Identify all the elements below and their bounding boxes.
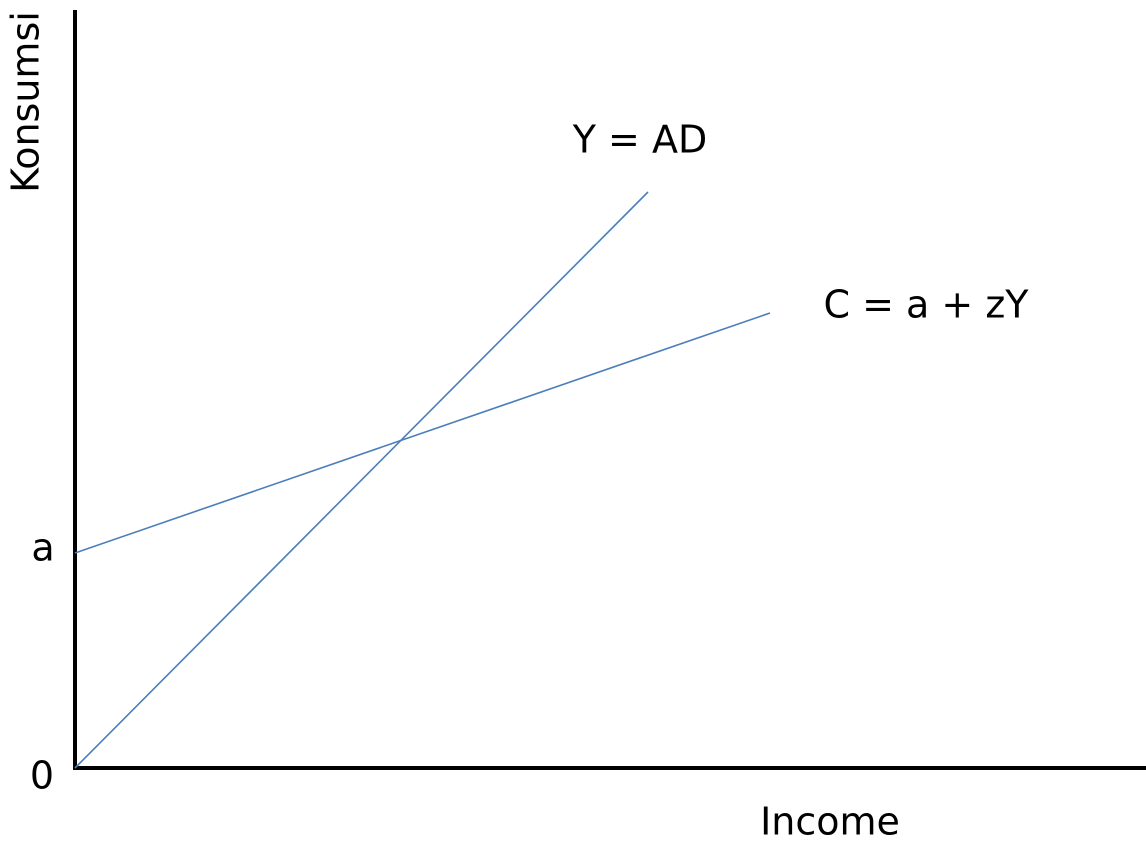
intercept-label: a bbox=[31, 526, 54, 570]
consumption-line-label: C = a + zY bbox=[824, 283, 1030, 327]
ad-line-label: Y = AD bbox=[572, 118, 707, 162]
consumption-line bbox=[74, 312, 771, 554]
x-axis-label: Income bbox=[760, 800, 900, 843]
origin-label: 0 bbox=[30, 754, 54, 798]
ad-line bbox=[74, 191, 649, 769]
y-axis-label: Konsumsi bbox=[4, 11, 48, 193]
